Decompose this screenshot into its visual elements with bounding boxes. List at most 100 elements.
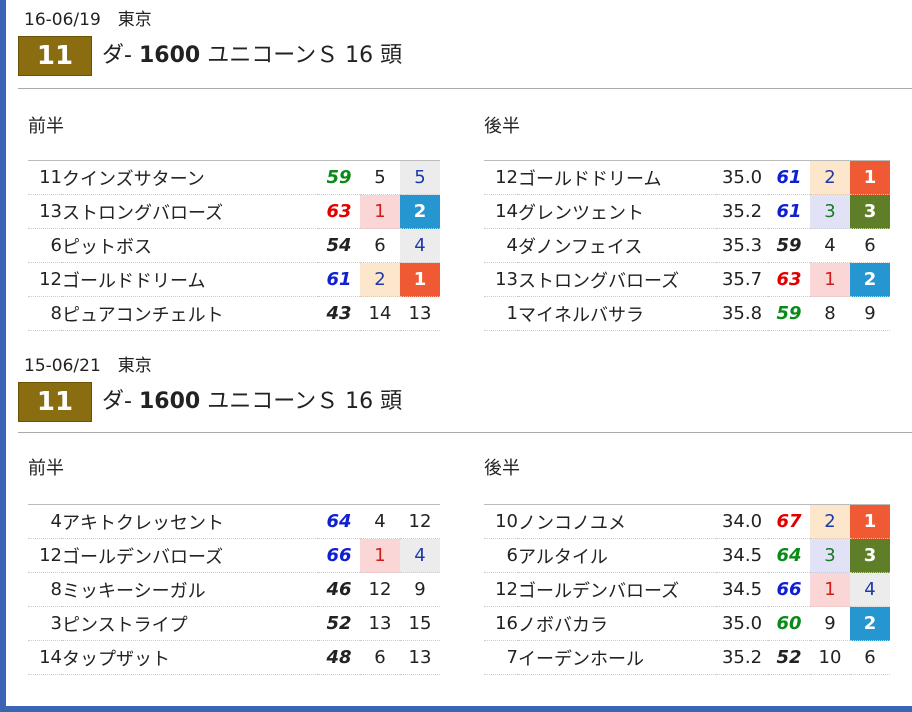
table-row: 13 ストロングバローズ 35.7 63 1 2 — [484, 262, 890, 297]
second-half-label: 後半 — [484, 116, 520, 137]
race-header: 11 ダ- 1600 ユニコーンＳ 16 頭 — [18, 36, 912, 76]
last-3f-time: 34.5 — [716, 538, 768, 573]
horse-number: 16 — [484, 606, 518, 641]
horse-name: ピュアコンチェルト — [62, 296, 318, 331]
speed-rating: 64 — [318, 504, 360, 539]
rank-a: 2 — [810, 504, 850, 539]
divider — [18, 432, 912, 433]
rank-a: 2 — [360, 262, 400, 297]
first-half-table: 11 クインズサターン 59 5 5 13 ストロングバローズ 63 1 2 6 ピットボス 54 6 4 1… — [28, 160, 440, 331]
table-row: 4 アキトクレッセント 64 4 12 — [28, 504, 440, 539]
horse-number: 10 — [484, 504, 518, 539]
horse-number: 7 — [484, 640, 518, 675]
rank-b: 9 — [400, 572, 440, 607]
table-row: 7 イーデンホール 35.2 52 10 6 — [484, 640, 890, 675]
last-3f-time: 34.0 — [716, 504, 768, 539]
horse-number: 12 — [28, 262, 62, 297]
horse-name: ゴールデンバローズ — [62, 538, 318, 573]
horse-name: ゴールデンバローズ — [518, 572, 716, 607]
horse-name: ゴールドドリーム — [518, 160, 716, 195]
rank-b: 12 — [400, 504, 440, 539]
horse-name: ノンコノユメ — [518, 504, 716, 539]
speed-rating: 67 — [768, 504, 810, 539]
rank-b: 3 — [850, 538, 890, 573]
rank-a: 10 — [810, 640, 850, 675]
rank-b: 5 — [400, 160, 440, 195]
horse-name: ストロングバローズ — [518, 262, 716, 297]
rank-b: 1 — [850, 160, 890, 195]
speed-rating: 61 — [768, 160, 810, 195]
last-3f-time: 35.3 — [716, 228, 768, 263]
rank-a: 3 — [810, 538, 850, 573]
last-3f-time: 35.7 — [716, 262, 768, 297]
horse-name: ダノンフェイス — [518, 228, 716, 263]
rank-b: 1 — [400, 262, 440, 297]
speed-rating: 61 — [768, 194, 810, 229]
table-row: 11 クインズサターン 59 5 5 — [28, 160, 440, 195]
speed-rating: 61 — [318, 262, 360, 297]
last-3f-time: 35.0 — [716, 606, 768, 641]
rank-b: 4 — [400, 228, 440, 263]
race-number-badge: 11 — [18, 36, 92, 76]
horse-number: 8 — [28, 296, 62, 331]
horse-name: ノボバカラ — [518, 606, 716, 641]
table-row: 12 ゴールデンバローズ 66 1 4 — [28, 538, 440, 573]
horse-number: 1 — [484, 296, 518, 331]
rank-a: 6 — [360, 228, 400, 263]
rank-b: 4 — [850, 572, 890, 607]
table-row: 12 ゴールデンバローズ 34.5 66 1 4 — [484, 572, 890, 607]
table-row: 12 ゴールドドリーム 35.0 61 2 1 — [484, 160, 890, 195]
rank-a: 4 — [810, 228, 850, 263]
horse-name: イーデンホール — [518, 640, 716, 675]
rank-b: 13 — [400, 640, 440, 675]
speed-rating: 54 — [318, 228, 360, 263]
last-3f-time: 35.2 — [716, 640, 768, 675]
last-3f-time: 35.8 — [716, 296, 768, 331]
rank-a: 2 — [810, 160, 850, 195]
table-row: 8 ミッキーシーガル 46 12 9 — [28, 572, 440, 607]
race-date: 16-06/19 東京 — [24, 10, 152, 30]
horse-name: タップザット — [62, 640, 318, 675]
last-3f-time: 35.2 — [716, 194, 768, 229]
table-row: 1 マイネルバサラ 35.8 59 8 9 — [484, 296, 890, 331]
second-half-table: 12 ゴールドドリーム 35.0 61 2 1 14 グレンツェント 35.2 61 3 3 4 ダノンフ… — [484, 160, 890, 331]
first-half-label: 前半 — [28, 116, 64, 137]
rank-a: 1 — [810, 262, 850, 297]
table-row: 4 ダノンフェイス 35.3 59 4 6 — [484, 228, 890, 263]
rank-b: 9 — [850, 296, 890, 331]
race-name: ユニコーンＳ — [207, 43, 339, 68]
rank-a: 1 — [360, 194, 400, 229]
first-half-table: 4 アキトクレッセント 64 4 12 12 ゴールデンバローズ 66 1 4 8 ミッキーシーガル 4… — [28, 504, 440, 675]
race-surface: ダ- — [102, 43, 132, 68]
rank-b: 2 — [400, 194, 440, 229]
speed-rating: 63 — [318, 194, 360, 229]
race-date: 15-06/21 東京 — [24, 356, 152, 376]
horse-name: アルタイル — [518, 538, 716, 573]
race-title: ダ- 1600 ユニコーンＳ 16 頭 — [102, 40, 402, 72]
rank-b: 6 — [850, 640, 890, 675]
horse-name: ストロングバローズ — [62, 194, 318, 229]
speed-rating: 64 — [768, 538, 810, 573]
speed-rating: 48 — [318, 640, 360, 675]
rank-b: 4 — [400, 538, 440, 573]
race-surface: ダ- — [102, 389, 132, 414]
second-half-label: 後半 — [484, 458, 520, 479]
rank-b: 3 — [850, 194, 890, 229]
horse-number: 14 — [28, 640, 62, 675]
rank-a: 3 — [810, 194, 850, 229]
rank-b: 6 — [850, 228, 890, 263]
speed-rating: 66 — [768, 572, 810, 607]
rank-b: 2 — [850, 262, 890, 297]
rank-a: 4 — [360, 504, 400, 539]
speed-rating: 63 — [768, 262, 810, 297]
horse-name: ゴールドドリーム — [62, 262, 318, 297]
table-row: 3 ピンストライプ 52 13 15 — [28, 606, 440, 641]
horse-number: 8 — [28, 572, 62, 607]
horse-name: ピットボス — [62, 228, 318, 263]
rank-a: 1 — [360, 538, 400, 573]
table-row: 6 ピットボス 54 6 4 — [28, 228, 440, 263]
horse-number: 11 — [28, 160, 62, 195]
speed-rating: 66 — [318, 538, 360, 573]
horse-number: 12 — [28, 538, 62, 573]
speed-rating: 43 — [318, 296, 360, 331]
